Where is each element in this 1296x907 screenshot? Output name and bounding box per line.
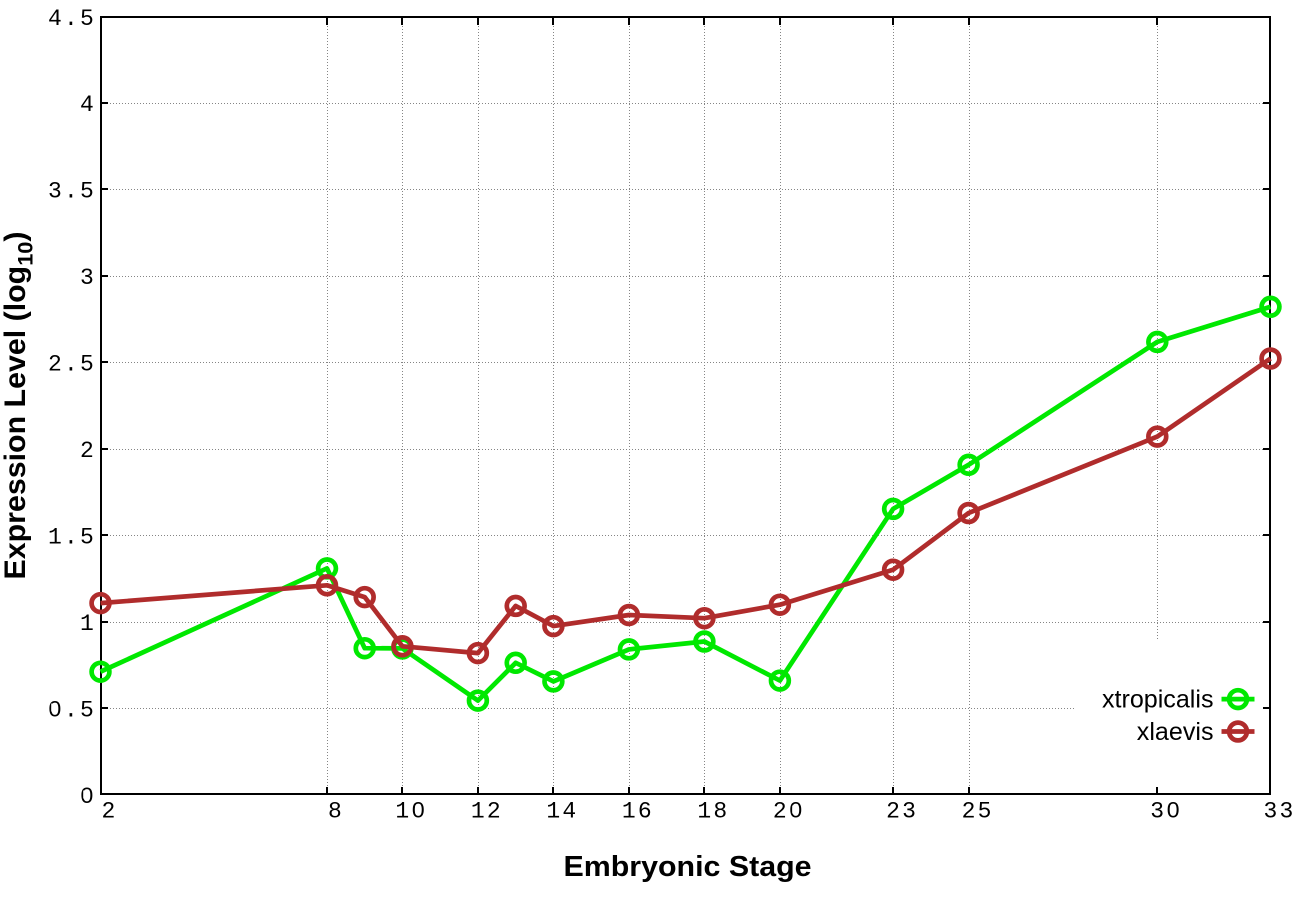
svg-text:18: 18 — [697, 799, 729, 825]
svg-text:30: 30 — [1150, 799, 1182, 825]
svg-text:16: 16 — [622, 799, 654, 825]
svg-text:2: 2 — [101, 799, 117, 825]
svg-text:12: 12 — [471, 799, 503, 825]
svg-text:10: 10 — [395, 799, 427, 825]
svg-text:xlaevis: xlaevis — [1137, 718, 1214, 746]
svg-text:4: 4 — [80, 92, 96, 118]
svg-text:2.5: 2.5 — [48, 352, 96, 378]
svg-text:1.5: 1.5 — [48, 525, 96, 551]
svg-text:Expression Level (log10): Expression Level (log10) — [0, 231, 37, 579]
svg-text:xtropicalis: xtropicalis — [1102, 686, 1214, 714]
svg-text:Embryonic Stage: Embryonic Stage — [563, 851, 811, 883]
svg-text:20: 20 — [773, 799, 805, 825]
svg-text:4.5: 4.5 — [48, 6, 96, 32]
svg-text:8: 8 — [328, 799, 344, 825]
svg-text:33: 33 — [1263, 799, 1295, 825]
svg-text:14: 14 — [546, 799, 578, 825]
svg-text:1: 1 — [80, 611, 96, 637]
svg-text:3: 3 — [80, 265, 96, 291]
svg-text:23: 23 — [886, 799, 918, 825]
svg-text:2: 2 — [80, 438, 96, 464]
svg-text:3.5: 3.5 — [48, 179, 96, 205]
svg-text:25: 25 — [962, 799, 994, 825]
